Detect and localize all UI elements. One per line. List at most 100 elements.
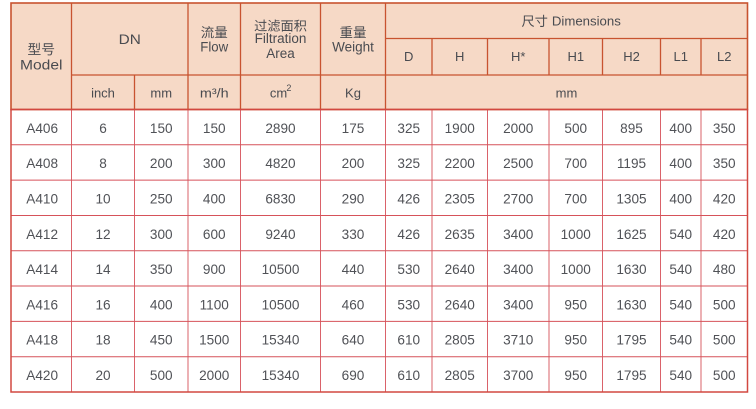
svg-text:1900: 1900 [445, 121, 476, 136]
svg-text:Kg: Kg [345, 86, 361, 101]
svg-text:10500: 10500 [262, 262, 300, 277]
svg-text:700: 700 [564, 191, 587, 206]
svg-text:1500: 1500 [199, 333, 230, 348]
svg-text:426: 426 [397, 227, 420, 242]
svg-text:420: 420 [713, 227, 736, 242]
svg-text:6: 6 [99, 121, 107, 136]
svg-text:A410: A410 [26, 191, 58, 206]
svg-text:12: 12 [95, 227, 110, 242]
svg-text:610: 610 [397, 333, 420, 348]
svg-text:500: 500 [150, 368, 173, 383]
svg-text:500: 500 [713, 368, 736, 383]
svg-text:4820: 4820 [265, 156, 296, 171]
svg-text:350: 350 [713, 156, 736, 171]
svg-text:1795: 1795 [616, 333, 646, 348]
svg-text:3400: 3400 [503, 227, 534, 242]
svg-text:1000: 1000 [561, 262, 592, 277]
svg-text:A416: A416 [26, 297, 58, 312]
svg-text:500: 500 [713, 333, 736, 348]
svg-text:1625: 1625 [616, 227, 646, 242]
svg-text:200: 200 [342, 156, 365, 171]
svg-text:H: H [455, 49, 464, 64]
svg-text:460: 460 [342, 297, 365, 312]
svg-text:400: 400 [150, 297, 173, 312]
svg-text:540: 540 [669, 297, 692, 312]
svg-text:500: 500 [564, 121, 587, 136]
svg-text:A414: A414 [26, 262, 58, 277]
svg-text:3400: 3400 [503, 262, 534, 277]
svg-text:14: 14 [95, 262, 111, 277]
svg-text:300: 300 [150, 227, 173, 242]
svg-text:2305: 2305 [445, 191, 475, 206]
svg-text:1305: 1305 [616, 191, 646, 206]
svg-text:2890: 2890 [265, 121, 296, 136]
svg-text:2000: 2000 [199, 368, 230, 383]
svg-text:900: 900 [203, 262, 226, 277]
svg-text:16: 16 [95, 297, 110, 312]
svg-text:20: 20 [95, 368, 111, 383]
svg-text:300: 300 [203, 156, 226, 171]
svg-text:A420: A420 [26, 368, 58, 383]
svg-text:480: 480 [713, 262, 736, 277]
svg-text:1630: 1630 [616, 297, 647, 312]
svg-text:A418: A418 [26, 333, 58, 348]
svg-text:mm: mm [150, 86, 172, 101]
svg-text:175: 175 [342, 121, 365, 136]
svg-text:3400: 3400 [503, 297, 534, 312]
svg-text:L2: L2 [717, 49, 731, 64]
svg-text:500: 500 [713, 297, 736, 312]
svg-text:2700: 2700 [503, 191, 534, 206]
svg-text:Flow: Flow [200, 39, 228, 54]
svg-text:15340: 15340 [262, 333, 300, 348]
svg-text:2640: 2640 [445, 262, 476, 277]
svg-text:540: 540 [669, 227, 692, 242]
svg-text:Weight: Weight [332, 39, 374, 54]
svg-text:540: 540 [669, 333, 692, 348]
svg-text:200: 200 [150, 156, 173, 171]
svg-text:150: 150 [203, 121, 226, 136]
svg-text:DN: DN [119, 31, 141, 47]
svg-text:Model: Model [20, 57, 63, 72]
svg-text:600: 600 [203, 227, 226, 242]
svg-text:350: 350 [150, 262, 173, 277]
svg-text:690: 690 [342, 368, 365, 383]
svg-text:1000: 1000 [561, 227, 592, 242]
svg-text:640: 640 [342, 333, 365, 348]
svg-text:2: 2 [286, 83, 291, 93]
svg-text:18: 18 [95, 333, 110, 348]
svg-text:350: 350 [713, 121, 736, 136]
svg-text:2000: 2000 [503, 121, 534, 136]
svg-text:540: 540 [669, 262, 692, 277]
svg-text:H*: H* [511, 49, 525, 64]
svg-text:950: 950 [564, 333, 587, 348]
svg-text:3700: 3700 [503, 368, 534, 383]
svg-text:2805: 2805 [445, 333, 475, 348]
svg-text:Dimensions: Dimensions [552, 13, 621, 28]
svg-text:mm: mm [556, 86, 578, 101]
svg-text:325: 325 [397, 156, 420, 171]
svg-text:290: 290 [342, 191, 365, 206]
svg-text:L1: L1 [674, 49, 688, 64]
svg-text:15340: 15340 [262, 368, 300, 383]
svg-text:A406: A406 [26, 121, 58, 136]
svg-text:950: 950 [564, 368, 587, 383]
svg-text:3710: 3710 [503, 333, 534, 348]
svg-text:2200: 2200 [445, 156, 476, 171]
svg-text:H1: H1 [567, 49, 584, 64]
svg-text:950: 950 [564, 297, 587, 312]
svg-text:10: 10 [95, 191, 111, 206]
svg-text:2635: 2635 [445, 227, 475, 242]
svg-text:8: 8 [99, 156, 107, 171]
svg-text:330: 330 [342, 227, 365, 242]
svg-text:m³/h: m³/h [200, 86, 229, 101]
svg-text:A408: A408 [26, 156, 58, 171]
svg-text:Area: Area [266, 46, 295, 61]
svg-text:6830: 6830 [265, 191, 296, 206]
svg-text:426: 426 [397, 191, 420, 206]
svg-text:cm: cm [270, 86, 287, 101]
svg-text:400: 400 [669, 191, 692, 206]
svg-text:540: 540 [669, 368, 692, 383]
svg-text:530: 530 [397, 262, 420, 277]
svg-text:Filtration: Filtration [255, 31, 307, 46]
svg-text:1195: 1195 [617, 156, 646, 171]
